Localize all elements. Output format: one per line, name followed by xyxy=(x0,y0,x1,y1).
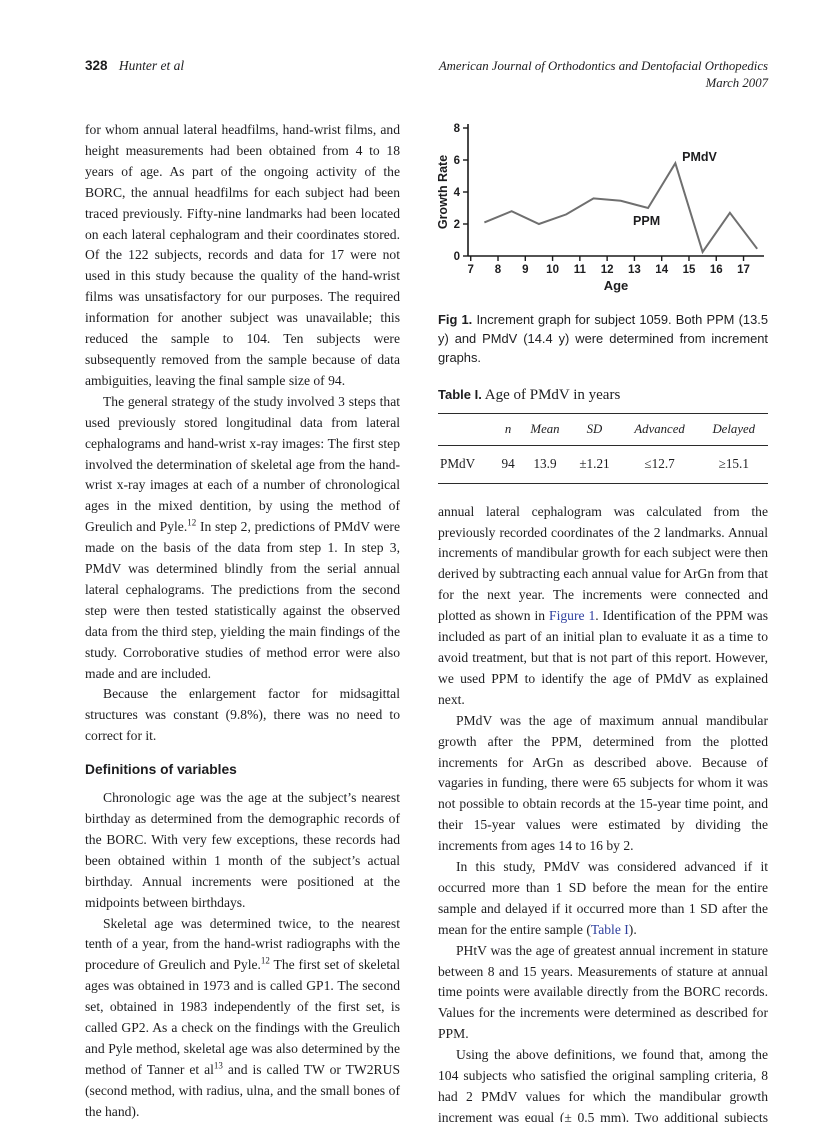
x-tick-label: 15 xyxy=(683,264,696,276)
figure-1: 0 2 4 6 8 7 8 9 10 11 12 13 14 15 16 17 Growth Rate Age PM… xyxy=(436,116,768,367)
x-tick-label: 13 xyxy=(628,264,641,276)
running-head-left: 328 Hunter et al xyxy=(85,58,184,74)
page-number: 328 xyxy=(85,58,108,73)
paragraph: The general strategy of the study involv… xyxy=(85,393,400,681)
table-cell: ≤12.7 xyxy=(644,455,675,471)
table-1: Table I. Age of PMdV in years n Mean SD Adv… xyxy=(438,385,768,484)
table-column-header: Delayed xyxy=(712,421,756,436)
y-tick-label: 0 xyxy=(454,251,460,263)
section-heading: Definitions of variables xyxy=(85,762,237,778)
figure-caption: Fig 1. Increment graph for subject 1059.… xyxy=(438,310,768,367)
table-column-header: n xyxy=(504,421,512,436)
x-tick-label: 11 xyxy=(574,264,587,276)
table-title: Table I. Age of PMdV in years xyxy=(438,385,768,406)
paragraph: PHtV was the age of greatest annual incr… xyxy=(438,942,768,1042)
chart-annotation-PPM: PPM xyxy=(633,214,660,228)
x-tick-label: 8 xyxy=(495,264,502,276)
table-row: PMdV 94 13.9 ±1.21 ≤12.7 ≥15.1 xyxy=(438,445,768,484)
table-label: Table I. xyxy=(438,386,482,402)
x-tick-label: 10 xyxy=(546,264,559,276)
paragraph: In this study, PMdV was considered advan… xyxy=(438,859,768,937)
table-column-header: SD xyxy=(586,421,603,436)
paragraph: for whom annual lateral headfilms, hand-… xyxy=(85,122,400,388)
paragraph: Using the above definitions, we found th… xyxy=(438,1047,768,1122)
paragraph: Skeletal age was determined twice, to th… xyxy=(85,915,401,1119)
y-tick-label: 8 xyxy=(454,123,461,135)
reference-superscript: 12 xyxy=(260,955,270,966)
table-cell: ±1.21 xyxy=(579,455,610,471)
table-caption: Age of PMdV in years xyxy=(481,386,621,403)
cross-reference-link[interactable]: Table I xyxy=(590,921,629,937)
x-tick-label: 7 xyxy=(468,264,474,276)
issue-date: March 2007 xyxy=(705,76,768,90)
x-tick-label: 9 xyxy=(522,264,528,276)
x-axis-title: Age xyxy=(604,278,629,293)
x-tick-label: 12 xyxy=(601,264,614,276)
cross-reference-link[interactable]: Figure 1 xyxy=(549,608,596,624)
table-column-header xyxy=(438,413,495,445)
table-cell: PMdV xyxy=(440,455,476,471)
running-head-right: American Journal of Orthodontics and Den… xyxy=(439,58,768,92)
paragraph: Because the enlargement factor for midsa… xyxy=(85,686,400,744)
chart-annotation-PMdV: PMdV xyxy=(682,150,717,164)
y-axis-title: Growth Rate xyxy=(438,155,450,229)
figure-caption-label: Fig 1. xyxy=(438,311,473,327)
table-cell: 13.9 xyxy=(533,455,557,471)
growth-rate-series xyxy=(483,160,758,255)
paragraph: Chronologic age was the age at the subje… xyxy=(85,790,400,910)
running-authors: Hunter et al xyxy=(118,58,185,73)
table-column-header: Mean xyxy=(530,421,560,436)
x-tick-label: 14 xyxy=(655,264,668,276)
table-column-header: Advanced xyxy=(634,421,685,436)
right-column-text: annual lateral cephalogram was calculate… xyxy=(438,502,768,1122)
increment-line-chart: 0 2 4 6 8 7 8 9 10 11 12 13 14 15 16 17 Growth Rate Age PM… xyxy=(436,123,764,293)
table-cell: ≥15.1 xyxy=(718,455,749,471)
data-table: n Mean SD Advanced Delayed PMdV 94 13.9 ±1.21 ≤12… xyxy=(438,413,768,484)
y-tick-label: 2 xyxy=(454,219,460,231)
y-tick-label: 4 xyxy=(454,187,461,199)
reference-superscript: 12 xyxy=(187,517,197,528)
x-tick-label: 16 xyxy=(710,264,723,276)
y-tick-label: 6 xyxy=(454,155,460,167)
paragraph: PMdV was the age of maximum annual mandi… xyxy=(438,712,768,854)
right-column: 0 2 4 6 8 7 8 9 10 11 12 13 14 15 16 17 Growth Rate Age PM… xyxy=(436,116,768,1122)
table-cell: 94 xyxy=(501,455,515,471)
x-tick-label: 17 xyxy=(737,264,750,276)
figure-caption-text: Increment graph for subject 1059. Both P… xyxy=(438,311,768,365)
paragraph: annual lateral cephalogram was calculate… xyxy=(438,503,769,707)
page-header: 328 Hunter et al American Journal of Ort… xyxy=(85,58,768,92)
journal-title: American Journal of Orthodontics and Den… xyxy=(438,59,768,73)
reference-superscript: 13 xyxy=(213,1060,223,1071)
left-column: for whom annual lateral headfilms, hand-… xyxy=(85,120,400,1122)
